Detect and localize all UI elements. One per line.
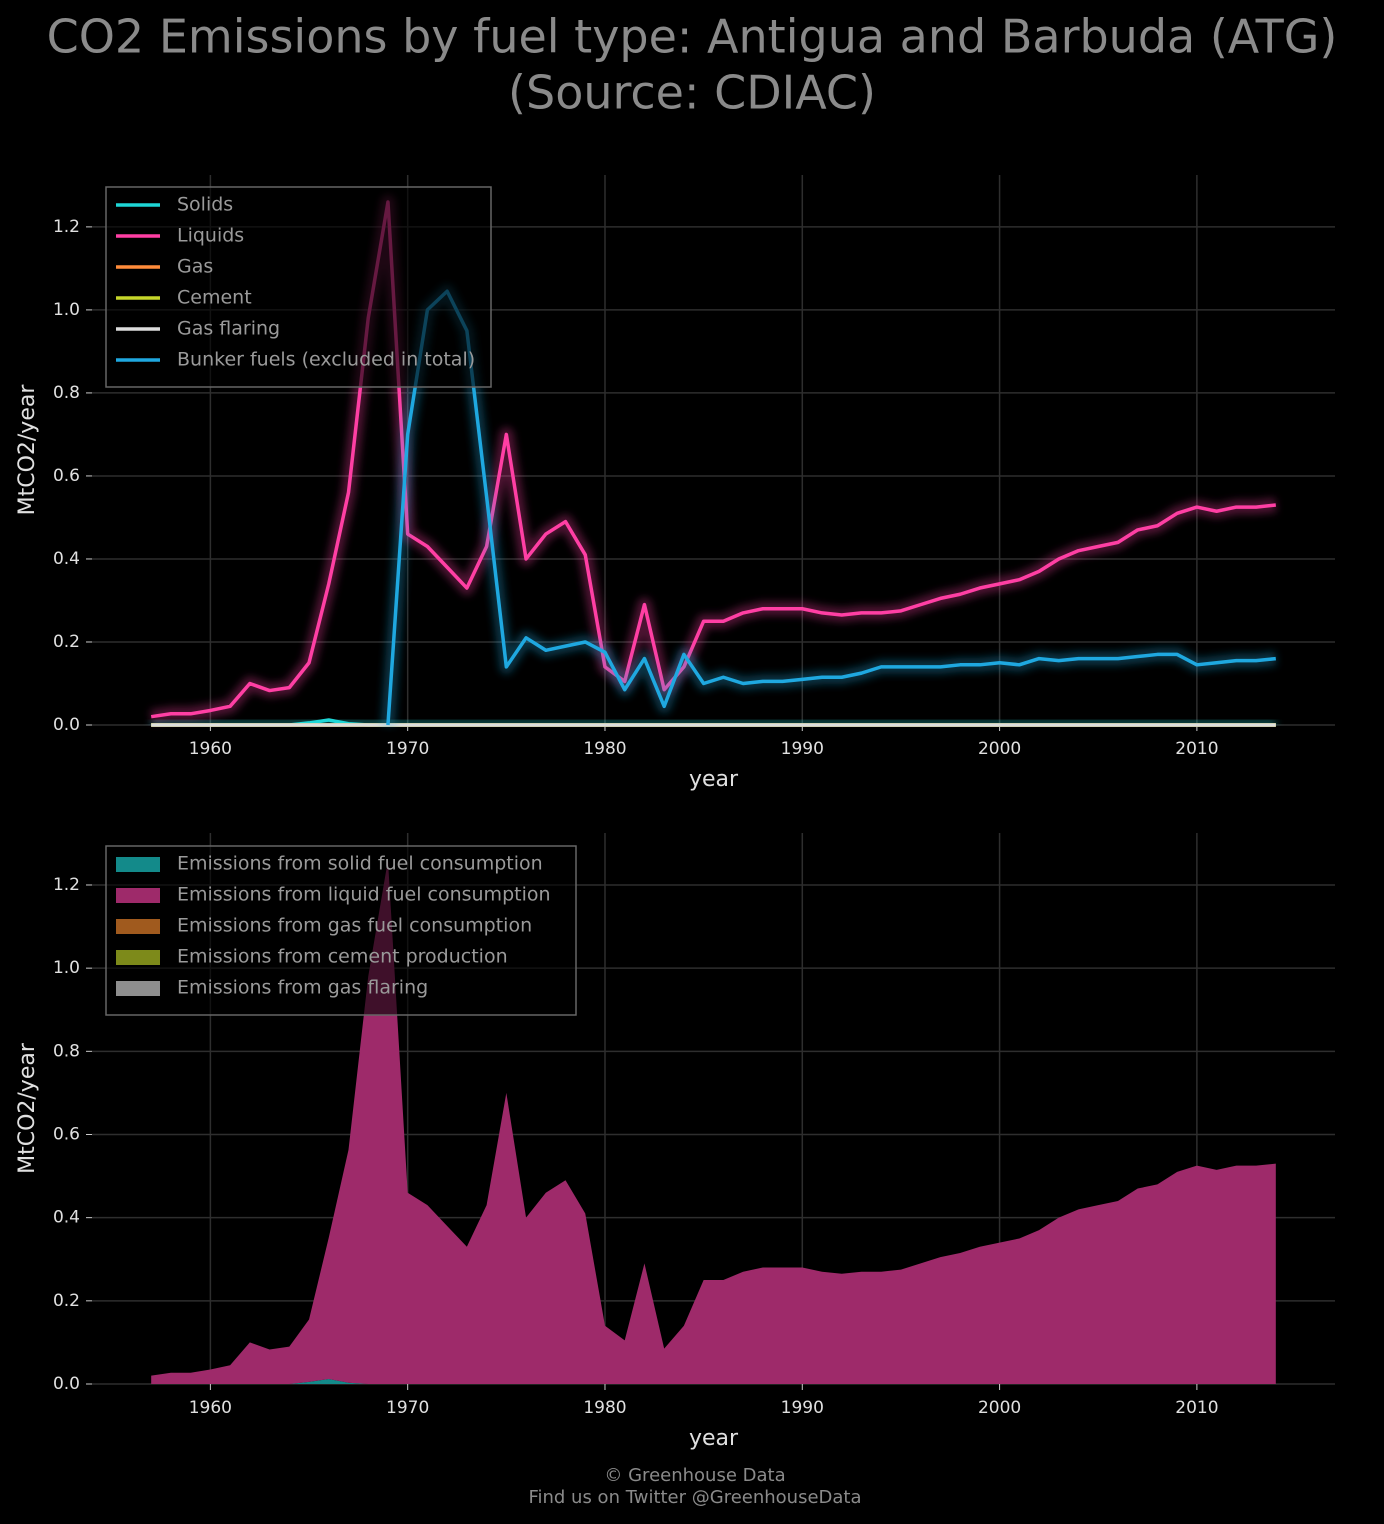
legend-label: Emissions from solid fuel consumption xyxy=(177,853,543,875)
x-tick-label: 2000 xyxy=(978,739,1021,759)
series-line xyxy=(150,200,1276,719)
legend-label: Solids xyxy=(177,194,233,216)
y-tick-label: 0.6 xyxy=(53,466,80,486)
footer-line: Find us on Twitter @GreenhouseData xyxy=(528,1487,861,1508)
title-line: CO2 Emissions by fuel type: Antigua and … xyxy=(47,10,1338,64)
y-tick-label: 1.2 xyxy=(53,217,80,237)
stacked-area xyxy=(151,860,1276,1384)
legend-swatch xyxy=(116,919,160,934)
y-tick-label: 0.0 xyxy=(53,715,80,735)
legend-label: Cement xyxy=(177,287,252,309)
y-tick-label: 0.2 xyxy=(53,1291,80,1311)
y-axis-label: MtCO2/year xyxy=(15,384,40,516)
legend-label: Bunker fuels (excluded in total) xyxy=(177,349,475,371)
title-line: (Source: CDIAC) xyxy=(508,66,876,120)
legend-label: Emissions from cement production xyxy=(177,946,508,968)
x-tick-label: 1970 xyxy=(386,1398,429,1418)
y-tick-label: 0.4 xyxy=(53,1208,80,1228)
chart: 0.0 0.2 0.4 0.6 0.8 1.0 1.2 1960 1970 1980 1990 200… xyxy=(15,175,1335,792)
y-tick-label: 1.0 xyxy=(53,300,80,320)
legend-swatch xyxy=(116,981,160,996)
x-tick-label: 2010 xyxy=(1175,1398,1218,1418)
legend-swatch xyxy=(116,950,160,965)
x-tick-label: 1980 xyxy=(583,739,626,759)
legend-box xyxy=(105,845,577,1016)
y-tick-label: 0.2 xyxy=(53,632,80,652)
y-tick-label: 0.8 xyxy=(53,1041,80,1061)
legend-label: Emissions from gas fuel consumption xyxy=(177,915,532,937)
x-tick-label: 2010 xyxy=(1175,739,1218,759)
y-tick-label: 0.8 xyxy=(53,383,80,403)
x-axis-label: year xyxy=(689,767,739,792)
y-tick-label: 0.4 xyxy=(53,549,80,569)
x-tick-label: 1960 xyxy=(189,739,232,759)
y-axis-label: MtCO2/year xyxy=(15,1042,40,1174)
x-tick-label: 1990 xyxy=(781,1398,824,1418)
x-tick-label: 1990 xyxy=(781,739,824,759)
y-tick-label: 0.0 xyxy=(53,1374,80,1394)
legend-label: Emissions from liquid fuel consumption xyxy=(177,884,551,906)
x-tick-label: 2000 xyxy=(978,1398,1021,1418)
legend-label: Gas xyxy=(177,256,213,278)
footer-line: © Greenhouse Data xyxy=(604,1465,785,1486)
legend-swatch xyxy=(116,857,160,872)
legend-label: Gas flaring xyxy=(177,318,280,340)
x-tick-label: 1960 xyxy=(189,1398,232,1418)
legend-label: Liquids xyxy=(177,225,244,247)
y-tick-label: 1.0 xyxy=(53,958,80,978)
y-tick-label: 0.6 xyxy=(53,1124,80,1144)
series-line xyxy=(386,289,1276,726)
legend-box xyxy=(105,186,492,388)
x-tick-label: 1970 xyxy=(386,739,429,759)
x-tick-label: 1980 xyxy=(583,1398,626,1418)
y-tick-label: 1.2 xyxy=(53,875,80,895)
legend-swatch xyxy=(116,888,160,903)
legend-label: Emissions from gas flaring xyxy=(177,977,428,999)
chart: 0.0 0.2 0.4 0.6 0.8 1.0 1.2 1960 1970 1980 1990 200… xyxy=(15,833,1335,1451)
x-axis-label: year xyxy=(689,1426,739,1451)
